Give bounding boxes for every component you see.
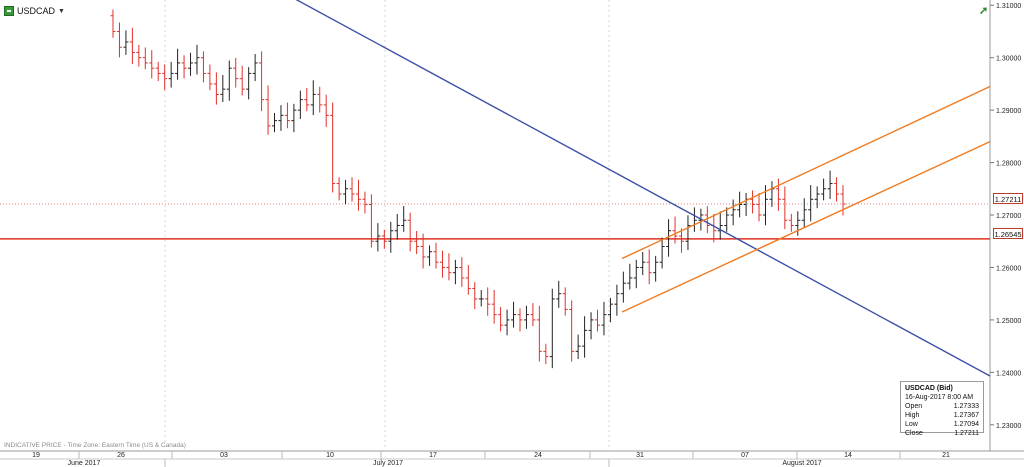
current-price-tag: 1.27211 — [993, 193, 1023, 204]
x-month-label: June 2017 — [68, 460, 101, 467]
x-tick-label: 24 — [534, 452, 542, 459]
info-row-low: Low 1.27094 — [905, 421, 979, 428]
symbol-selector[interactable]: USDCAD ▼ — [4, 4, 65, 18]
x-tick-label: 17 — [429, 452, 437, 459]
chart-icon — [4, 6, 14, 16]
chevron-down-icon[interactable]: ▼ — [58, 7, 65, 15]
y-tick-label: 1.28000 — [996, 161, 1021, 168]
y-tick-label: 1.24000 — [996, 370, 1021, 377]
x-tick-label: 19 — [32, 452, 40, 459]
x-tick-label: 03 — [220, 452, 228, 459]
info-row-close: Close 1.27211 — [905, 430, 979, 437]
indicative-price-note: INDICATIVE PRICE - Time Zone: Eastern Ti… — [4, 442, 186, 449]
y-tick-label: 1.30000 — [996, 56, 1021, 63]
x-tick-label: 31 — [636, 452, 644, 459]
trendline-downtrend — [295, 0, 991, 377]
info-row-high: High 1.27367 — [905, 412, 979, 419]
ohlc-info-box: USDCAD (Bid) 16-Aug-2017 8:00 AM Open 1.2… — [900, 381, 984, 437]
x-tick-label: 07 — [741, 452, 749, 459]
info-title: USDCAD (Bid) — [905, 385, 953, 392]
symbol-label: USDCAD — [17, 6, 56, 16]
x-tick-label: 14 — [844, 452, 852, 459]
info-datetime: 16-Aug-2017 8:00 AM — [905, 394, 974, 401]
trendline-channel-lower — [621, 140, 991, 313]
y-tick-label: 1.26000 — [996, 265, 1021, 272]
x-month-label: July 2017 — [373, 460, 403, 467]
y-tick-label: 1.31000 — [996, 3, 1021, 10]
y-tick-label: 1.23000 — [996, 423, 1021, 430]
x-tick-label: 26 — [117, 452, 125, 459]
x-tick-label: 10 — [326, 452, 334, 459]
y-tick-label: 1.25000 — [996, 318, 1021, 325]
y-tick-label: 1.29000 — [996, 108, 1021, 115]
trendline-channel-upper — [621, 85, 991, 260]
y-tick-label: 1.27000 — [996, 213, 1021, 220]
x-month-label: August 2017 — [782, 460, 821, 467]
x-tick-label: 21 — [942, 452, 950, 459]
arrow-up-right-icon[interactable]: ➚ — [979, 5, 989, 17]
info-row-open: Open 1.27333 — [905, 403, 979, 410]
support-price-tag: 1.26545 — [993, 228, 1023, 239]
